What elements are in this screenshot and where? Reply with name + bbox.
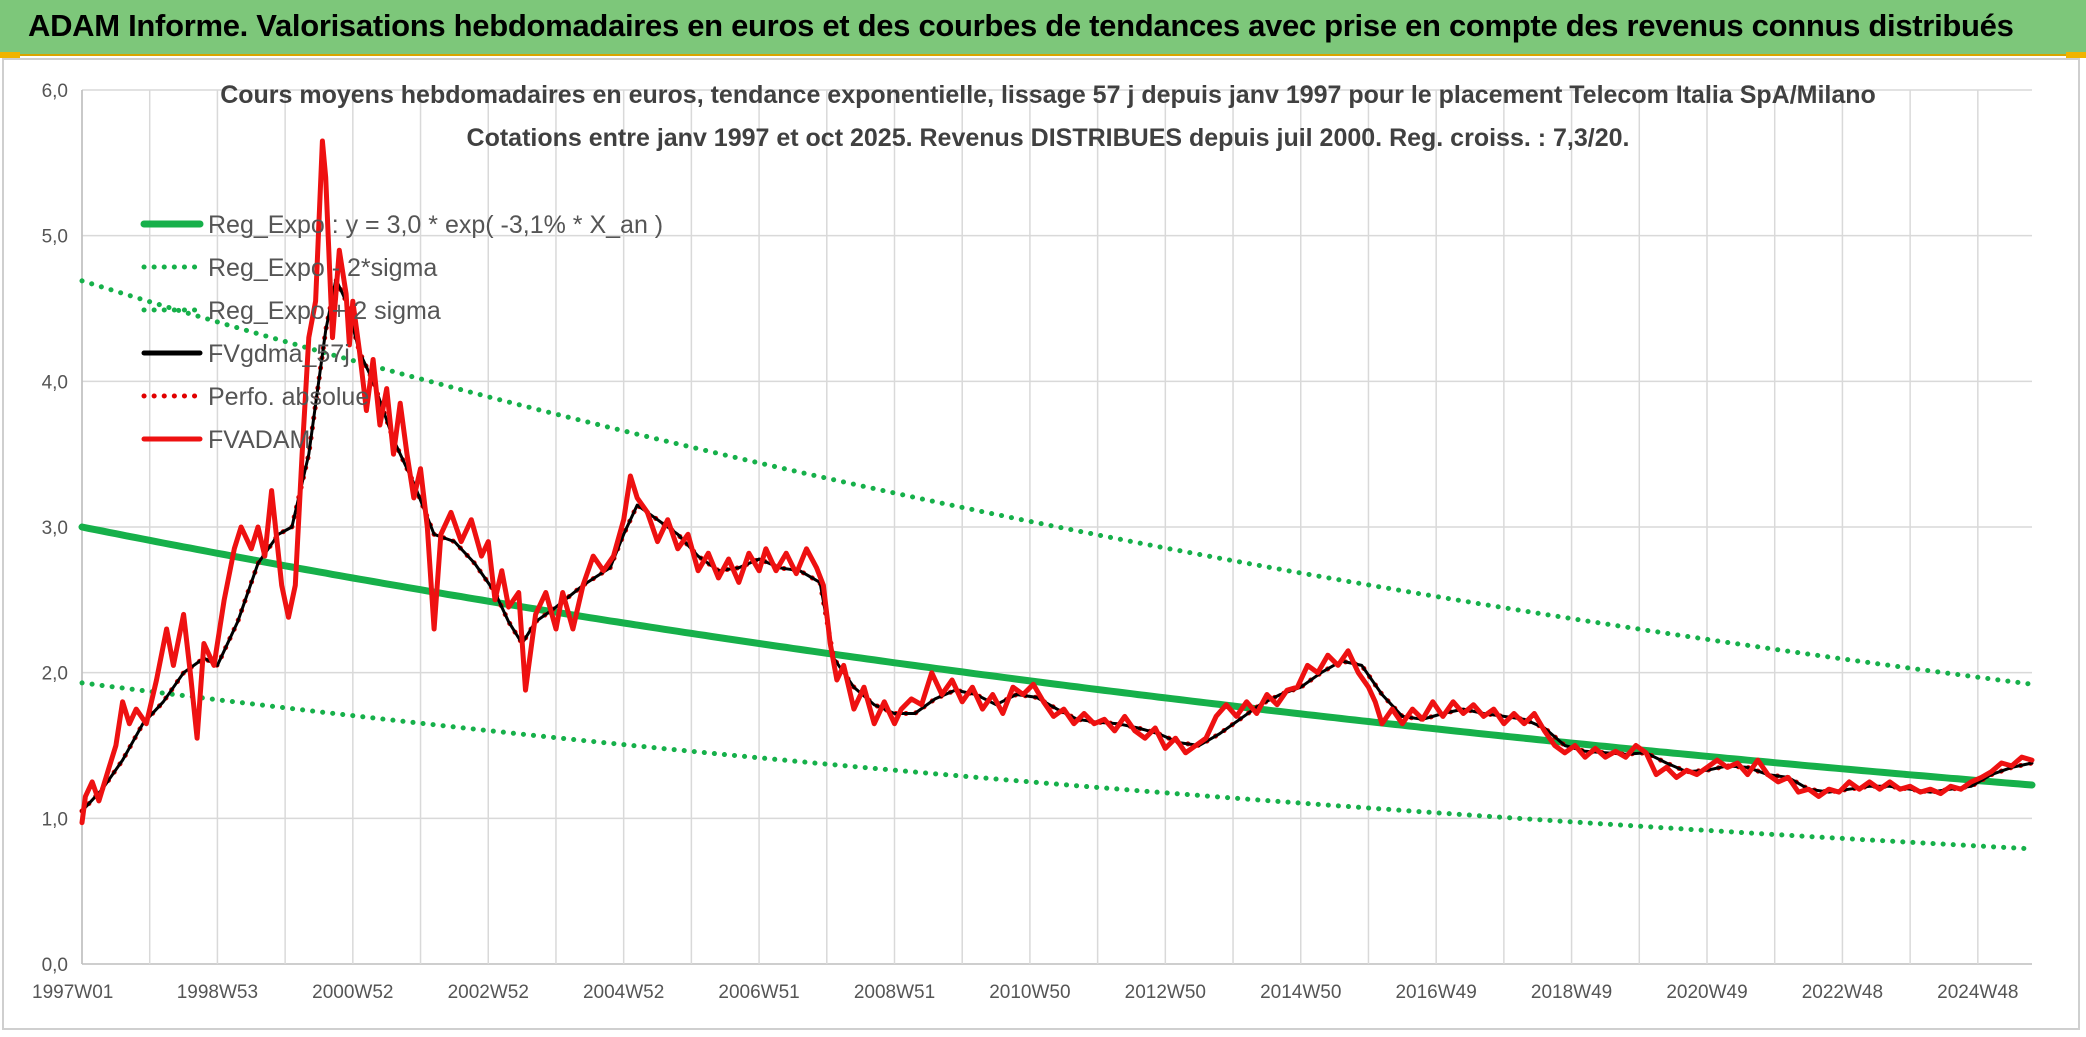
line-chart: 0,0 1,0 2,0 3,0 4,0 5,0 6,0 1997W01 1998W53 2000W…: [32, 81, 2036, 1003]
x-tick-label: 1998W53: [177, 982, 258, 1003]
legend-item: Perfo. absolue: [141, 383, 369, 411]
banner-corner-right: [2066, 52, 2086, 58]
y-tick-label: 0,0: [42, 955, 68, 976]
y-tick-label: 6,0: [42, 81, 68, 102]
x-tick-label: 2014W50: [1260, 982, 1341, 1003]
y-tick-label: 2,0: [42, 664, 68, 685]
legend-item: Reg_Expo : y = 3,0 * exp( -3,1% * X_an ): [140, 211, 663, 239]
series-reg-expo-2-sigma: [79, 278, 2035, 687]
legend-label: Reg_Expo - 2*sigma: [208, 254, 437, 282]
x-tick-label: 2008W51: [854, 982, 935, 1003]
x-tick-label: 2024W48: [1937, 982, 2018, 1003]
x-tick-label: 2000W52: [312, 982, 393, 1003]
x-tick-label: 2022W48: [1802, 982, 1883, 1003]
grid-layer: [81, 89, 2032, 965]
report-banner: ADAM Informe. Valorisations hebdomadaire…: [0, 0, 2086, 56]
report-title: ADAM Informe. Valorisations hebdomadaire…: [28, 8, 2014, 43]
x-tick-label: 2018W49: [1531, 982, 1612, 1003]
x-tick-label: 2012W50: [1125, 982, 1206, 1003]
x-tick-label: 2010W50: [989, 982, 1070, 1003]
x-tick-label: 2002W52: [448, 982, 529, 1003]
x-tick-label: 2004W52: [583, 982, 664, 1003]
legend-item: Reg_Expo - 2*sigma: [141, 254, 437, 282]
y-tick-label: 3,0: [42, 518, 68, 539]
x-tick-label: 2016W49: [1395, 982, 1476, 1003]
y-tick-label: 5,0: [42, 227, 68, 248]
banner-corner-left: [0, 52, 20, 58]
legend: Reg_Expo : y = 3,0 * exp( -3,1% * X_an )…: [140, 211, 663, 454]
legend-label: Reg_Expo + 2 sigma: [208, 297, 441, 325]
chart-title-line-1: Cours moyens hebdomadaires en euros, ten…: [220, 81, 1876, 109]
x-tick-label: 2020W49: [1666, 982, 1747, 1003]
series-reg-expo-2-sigma: [79, 680, 2035, 852]
chart-frame: 0,0 1,0 2,0 3,0 4,0 5,0 6,0 1997W01 1998W53 2000W…: [2, 58, 2080, 1030]
chart-title-line-2: Cotations entre janv 1997 et oct 2025. R…: [467, 124, 1630, 152]
legend-item: Reg_Expo + 2 sigma: [141, 297, 441, 325]
legend-item: FVgdma_57j: [141, 340, 350, 368]
legend-label: FVgdma_57j: [208, 340, 350, 368]
legend-label: Reg_Expo : y = 3,0 * exp( -3,1% * X_an ): [208, 211, 663, 239]
legend-item: FVADAM: [141, 426, 310, 454]
chart-title: Cours moyens hebdomadaires en euros, ten…: [220, 81, 1876, 152]
y-tick-label: 1,0: [42, 809, 68, 830]
axis-layer: 0,0 1,0 2,0 3,0 4,0 5,0 6,0 1997W01 1998W53 2000W…: [32, 81, 2019, 1003]
legend-label: Perfo. absolue: [208, 383, 369, 411]
x-tick-label: 2006W51: [718, 982, 799, 1003]
series-fvadam: [79, 138, 2035, 826]
series-reg-expo-y-3-0-exp-3-1-x-an: [78, 523, 2036, 789]
x-tick-label: 1997W01: [32, 982, 113, 1003]
y-tick-label: 4,0: [42, 372, 68, 393]
series-layer: [78, 138, 2036, 852]
legend-label: FVADAM: [208, 426, 310, 454]
